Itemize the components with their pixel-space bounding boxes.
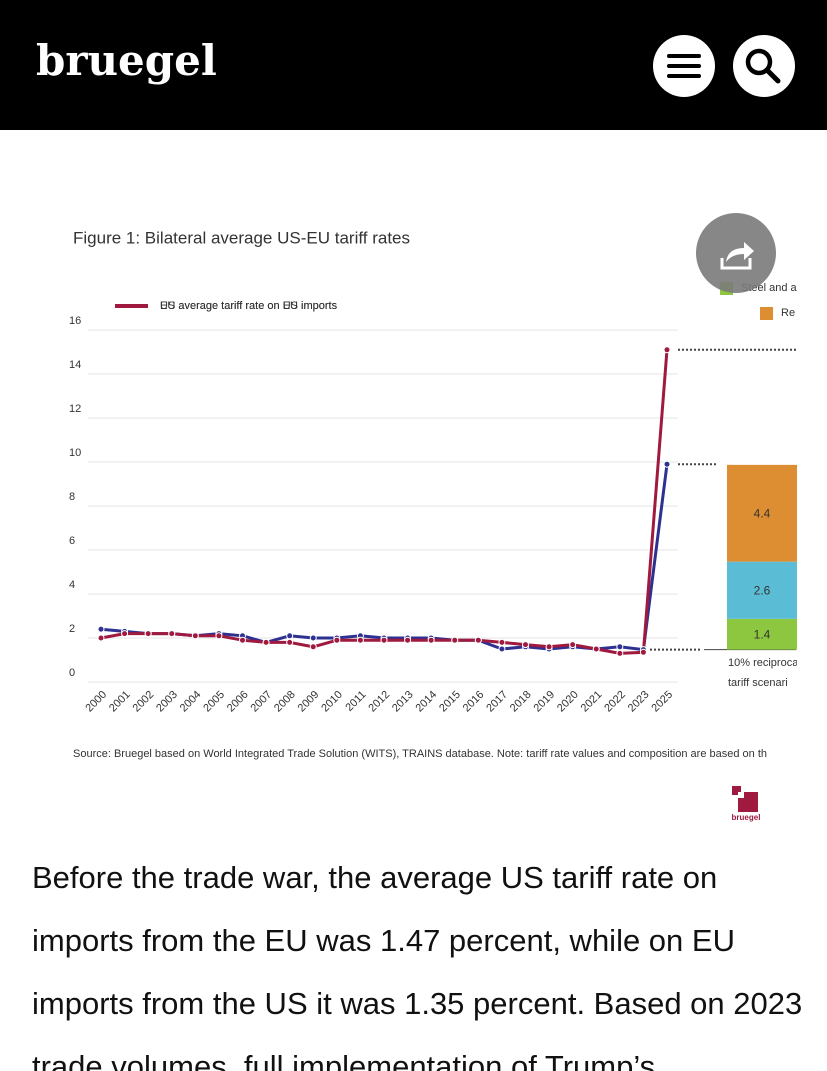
x-tick-label: 2012 [366,689,392,715]
y-tick-label: 10 [69,447,81,459]
small-logo-text: bruegel [732,813,761,822]
menu-button[interactable] [653,35,715,97]
x-tick-label: 2006 [225,689,251,715]
x-tick-label: 2000 [83,689,109,715]
x-tick-label: 2002 [131,689,157,715]
stack-label: tariff scenari [728,677,788,689]
x-tick-label: 2011 [343,689,368,714]
share-button[interactable] [696,213,776,293]
x-tick-label: 2023 [626,689,652,715]
chart: Figure 1: Bilateral average US-EU tariff… [69,228,799,760]
segment-label: 4.4 [754,506,771,520]
x-tick-label: 2007 [248,689,274,715]
point [97,625,105,633]
point [144,630,152,638]
y-tick-label: 16 [69,315,81,327]
point [97,634,105,642]
point [522,641,529,649]
stack-segment [727,618,797,650]
segment-label: 2.6 [754,583,771,597]
point [569,641,577,649]
point [474,636,482,644]
x-tick-label: 2022 [602,689,628,715]
search-button[interactable] [733,35,795,97]
y-tick-label: 0 [69,667,75,679]
point [380,636,388,644]
y-tick-label: 4 [69,579,75,591]
stack-segment [727,561,797,619]
point [498,645,506,653]
legend-label: US average tariff rate on EU imports [160,300,338,312]
point [616,649,624,657]
point [309,643,317,651]
point [191,632,199,640]
segment-label: 1.4 [754,627,771,641]
point [215,632,223,640]
point [545,643,553,651]
stack-label: 10% reciproca [728,657,799,669]
point [639,648,647,656]
logo[interactable]: bruegel [36,36,217,85]
x-tick-label: 2018 [508,689,534,715]
chart-title: Figure 1: Bilateral average US-EU tariff… [73,228,410,247]
point [168,630,176,638]
series-line [100,464,669,652]
x-tick-label: 2008 [272,689,298,715]
x-tick-label: 2021 [579,689,605,715]
y-tick-label: 12 [69,403,81,415]
small-logo: bruegel [732,786,761,822]
stack-segment [727,464,797,562]
x-tick-label: 2004 [178,689,204,715]
series-line [100,349,669,655]
point [663,346,671,354]
x-tick-label: 2010 [319,689,345,715]
point [286,632,294,640]
x-tick-label: 2019 [531,689,557,715]
x-tick-label: 2003 [154,689,180,715]
y-tick-label: 6 [69,535,75,547]
point [404,636,412,644]
x-tick-label: 2020 [555,689,581,715]
point [262,638,270,646]
x-tick-label: 2025 [649,689,675,715]
x-tick-label: 2016 [461,689,487,715]
y-tick-label: 2 [69,623,75,635]
legend-label: Re [781,307,795,319]
point [286,638,294,646]
legend-swatch [760,307,773,320]
y-tick-label: 8 [69,491,75,503]
legend-label: EU average tariff rate on US imports [160,300,338,312]
x-tick-label: 2013 [390,689,416,715]
x-tick-label: 2005 [201,689,227,715]
x-tick-label: 2014 [414,689,440,715]
point [427,636,435,644]
x-tick-label: 2009 [296,689,322,715]
point [592,645,600,653]
x-tick-label: 2001 [107,689,133,715]
point [356,636,364,644]
x-tick-label: 2017 [484,689,510,715]
source: Source: Bruegel based on World Integrate… [73,748,767,760]
point [309,634,317,642]
point [451,636,459,644]
paragraph: Before the trade war, the average US tar… [32,860,803,1071]
point [663,460,671,468]
point [121,630,129,638]
point [333,636,341,644]
y-tick-label: 14 [69,359,81,371]
point [498,638,506,646]
point [239,636,246,644]
point [616,643,624,651]
x-tick-label: 2015 [437,689,463,715]
